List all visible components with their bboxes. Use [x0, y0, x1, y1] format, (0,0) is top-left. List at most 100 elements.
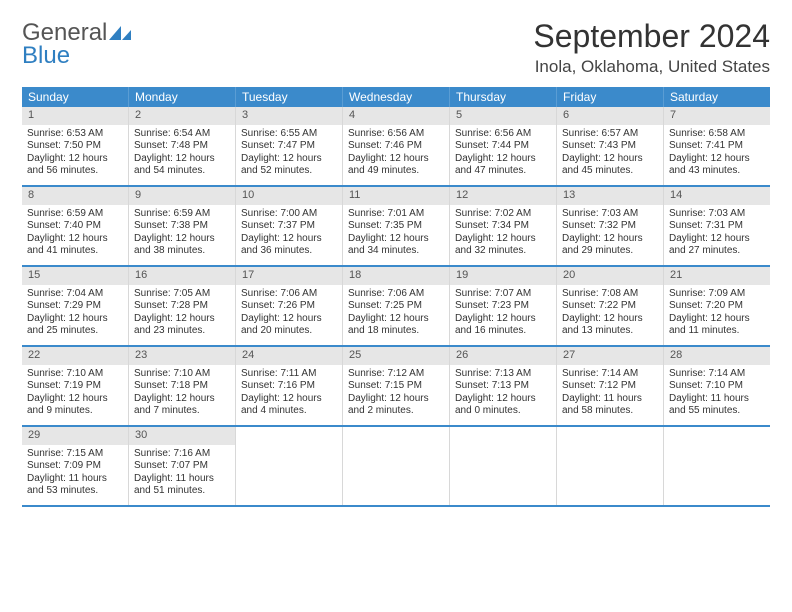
- daylight-line: Daylight: 12 hours and 16 minutes.: [455, 313, 551, 338]
- sunset-line: Sunset: 7:20 PM: [669, 300, 765, 313]
- week-row: 1Sunrise: 6:53 AMSunset: 7:50 PMDaylight…: [22, 107, 770, 187]
- daylight-line: Daylight: 12 hours and 32 minutes.: [455, 233, 551, 258]
- day-cell: 27Sunrise: 7:14 AMSunset: 7:12 PMDayligh…: [557, 347, 664, 425]
- day-number: 15: [22, 267, 128, 285]
- day-number: 19: [450, 267, 556, 285]
- sunrise-line: Sunrise: 7:09 AM: [669, 288, 765, 301]
- daylight-line: Daylight: 12 hours and 45 minutes.: [562, 153, 658, 178]
- sunset-line: Sunset: 7:40 PM: [27, 220, 123, 233]
- day-details: Sunrise: 7:16 AMSunset: 7:07 PMDaylight:…: [129, 445, 235, 502]
- sunset-line: Sunset: 7:32 PM: [562, 220, 658, 233]
- sunset-line: Sunset: 7:29 PM: [27, 300, 123, 313]
- logo: General Blue: [22, 18, 131, 68]
- day-header: Thursday: [450, 87, 557, 107]
- day-details: Sunrise: 6:55 AMSunset: 7:47 PMDaylight:…: [236, 125, 342, 182]
- sunset-line: Sunset: 7:07 PM: [134, 460, 230, 473]
- week-row: 15Sunrise: 7:04 AMSunset: 7:29 PMDayligh…: [22, 267, 770, 347]
- sunset-line: Sunset: 7:41 PM: [669, 140, 765, 153]
- day-number: 1: [22, 107, 128, 125]
- sunset-line: Sunset: 7:37 PM: [241, 220, 337, 233]
- sunset-line: Sunset: 7:28 PM: [134, 300, 230, 313]
- day-details: Sunrise: 7:12 AMSunset: 7:15 PMDaylight:…: [343, 365, 449, 422]
- day-details: Sunrise: 7:15 AMSunset: 7:09 PMDaylight:…: [22, 445, 128, 502]
- day-header: Friday: [557, 87, 664, 107]
- sunrise-line: Sunrise: 7:05 AM: [134, 288, 230, 301]
- sunrise-line: Sunrise: 7:06 AM: [241, 288, 337, 301]
- daylight-line: Daylight: 12 hours and 47 minutes.: [455, 153, 551, 178]
- sunset-line: Sunset: 7:19 PM: [27, 380, 123, 393]
- day-cell: 20Sunrise: 7:08 AMSunset: 7:22 PMDayligh…: [557, 267, 664, 345]
- day-number: 14: [664, 187, 770, 205]
- day-cell: 10Sunrise: 7:00 AMSunset: 7:37 PMDayligh…: [236, 187, 343, 265]
- sunrise-line: Sunrise: 7:14 AM: [562, 368, 658, 381]
- sunrise-line: Sunrise: 6:54 AM: [134, 128, 230, 141]
- empty-cell: [343, 427, 450, 505]
- sunrise-line: Sunrise: 7:11 AM: [241, 368, 337, 381]
- day-header-row: SundayMondayTuesdayWednesdayThursdayFrid…: [22, 87, 770, 107]
- daylight-line: Daylight: 12 hours and 23 minutes.: [134, 313, 230, 338]
- daylight-line: Daylight: 12 hours and 29 minutes.: [562, 233, 658, 258]
- sunrise-line: Sunrise: 7:12 AM: [348, 368, 444, 381]
- day-cell: 1Sunrise: 6:53 AMSunset: 7:50 PMDaylight…: [22, 107, 129, 185]
- daylight-line: Daylight: 12 hours and 2 minutes.: [348, 393, 444, 418]
- day-details: Sunrise: 7:11 AMSunset: 7:16 PMDaylight:…: [236, 365, 342, 422]
- day-header: Saturday: [664, 87, 770, 107]
- daylight-line: Daylight: 12 hours and 34 minutes.: [348, 233, 444, 258]
- sunrise-line: Sunrise: 7:03 AM: [562, 208, 658, 221]
- day-details: Sunrise: 6:56 AMSunset: 7:46 PMDaylight:…: [343, 125, 449, 182]
- header: General Blue September 2024 Inola, Oklah…: [22, 18, 770, 77]
- day-header: Tuesday: [236, 87, 343, 107]
- day-cell: 13Sunrise: 7:03 AMSunset: 7:32 PMDayligh…: [557, 187, 664, 265]
- day-details: Sunrise: 7:10 AMSunset: 7:19 PMDaylight:…: [22, 365, 128, 422]
- sunset-line: Sunset: 7:31 PM: [669, 220, 765, 233]
- daylight-line: Daylight: 11 hours and 53 minutes.: [27, 473, 123, 498]
- day-number: 28: [664, 347, 770, 365]
- day-details: Sunrise: 6:58 AMSunset: 7:41 PMDaylight:…: [664, 125, 770, 182]
- day-number: 2: [129, 107, 235, 125]
- sunrise-line: Sunrise: 7:01 AM: [348, 208, 444, 221]
- sunset-line: Sunset: 7:47 PM: [241, 140, 337, 153]
- sunset-line: Sunset: 7:48 PM: [134, 140, 230, 153]
- day-cell: 11Sunrise: 7:01 AMSunset: 7:35 PMDayligh…: [343, 187, 450, 265]
- month-title: September 2024: [533, 18, 770, 55]
- sunrise-line: Sunrise: 7:13 AM: [455, 368, 551, 381]
- day-number: 11: [343, 187, 449, 205]
- sunset-line: Sunset: 7:18 PM: [134, 380, 230, 393]
- day-cell: 24Sunrise: 7:11 AMSunset: 7:16 PMDayligh…: [236, 347, 343, 425]
- day-cell: 3Sunrise: 6:55 AMSunset: 7:47 PMDaylight…: [236, 107, 343, 185]
- sunrise-line: Sunrise: 6:59 AM: [134, 208, 230, 221]
- week-row: 22Sunrise: 7:10 AMSunset: 7:19 PMDayligh…: [22, 347, 770, 427]
- day-cell: 25Sunrise: 7:12 AMSunset: 7:15 PMDayligh…: [343, 347, 450, 425]
- calendar: SundayMondayTuesdayWednesdayThursdayFrid…: [22, 87, 770, 507]
- daylight-line: Daylight: 12 hours and 20 minutes.: [241, 313, 337, 338]
- day-number: 26: [450, 347, 556, 365]
- sunset-line: Sunset: 7:16 PM: [241, 380, 337, 393]
- day-number: 27: [557, 347, 663, 365]
- day-number: 13: [557, 187, 663, 205]
- sunset-line: Sunset: 7:13 PM: [455, 380, 551, 393]
- daylight-line: Daylight: 12 hours and 43 minutes.: [669, 153, 765, 178]
- day-details: Sunrise: 7:14 AMSunset: 7:10 PMDaylight:…: [664, 365, 770, 422]
- sunset-line: Sunset: 7:09 PM: [27, 460, 123, 473]
- sunrise-line: Sunrise: 6:53 AM: [27, 128, 123, 141]
- daylight-line: Daylight: 12 hours and 54 minutes.: [134, 153, 230, 178]
- day-details: Sunrise: 7:04 AMSunset: 7:29 PMDaylight:…: [22, 285, 128, 342]
- week-row: 29Sunrise: 7:15 AMSunset: 7:09 PMDayligh…: [22, 427, 770, 507]
- day-details: Sunrise: 6:57 AMSunset: 7:43 PMDaylight:…: [557, 125, 663, 182]
- day-details: Sunrise: 7:02 AMSunset: 7:34 PMDaylight:…: [450, 205, 556, 262]
- day-cell: 8Sunrise: 6:59 AMSunset: 7:40 PMDaylight…: [22, 187, 129, 265]
- daylight-line: Daylight: 12 hours and 13 minutes.: [562, 313, 658, 338]
- daylight-line: Daylight: 12 hours and 38 minutes.: [134, 233, 230, 258]
- sunset-line: Sunset: 7:25 PM: [348, 300, 444, 313]
- day-header: Wednesday: [343, 87, 450, 107]
- day-header: Sunday: [22, 87, 129, 107]
- day-details: Sunrise: 7:07 AMSunset: 7:23 PMDaylight:…: [450, 285, 556, 342]
- daylight-line: Daylight: 12 hours and 52 minutes.: [241, 153, 337, 178]
- sunrise-line: Sunrise: 7:07 AM: [455, 288, 551, 301]
- sunset-line: Sunset: 7:10 PM: [669, 380, 765, 393]
- day-cell: 5Sunrise: 6:56 AMSunset: 7:44 PMDaylight…: [450, 107, 557, 185]
- day-cell: 7Sunrise: 6:58 AMSunset: 7:41 PMDaylight…: [664, 107, 770, 185]
- day-number: 4: [343, 107, 449, 125]
- day-details: Sunrise: 7:06 AMSunset: 7:26 PMDaylight:…: [236, 285, 342, 342]
- day-details: Sunrise: 7:03 AMSunset: 7:32 PMDaylight:…: [557, 205, 663, 262]
